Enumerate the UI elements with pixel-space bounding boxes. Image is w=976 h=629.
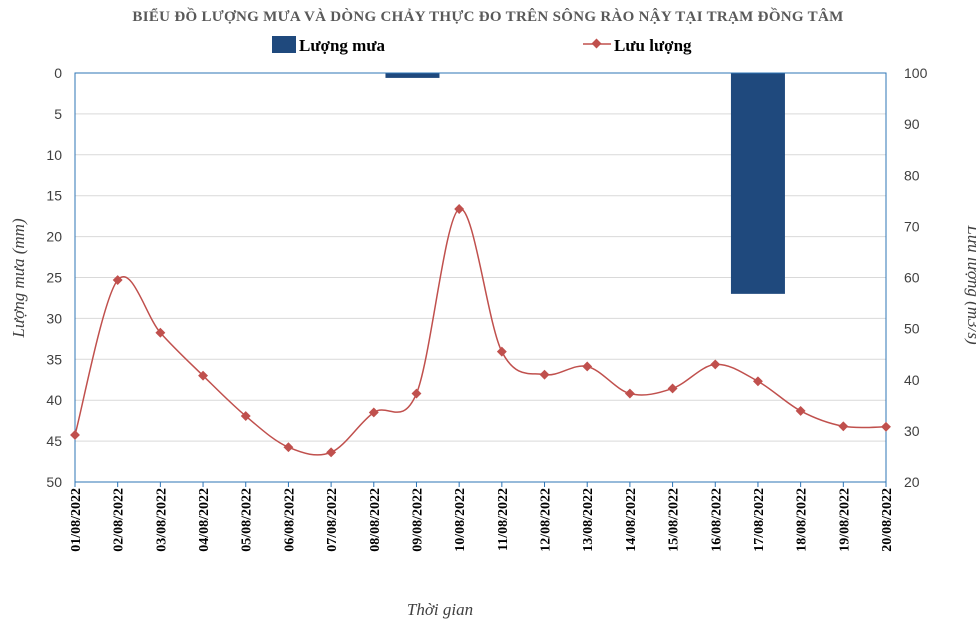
rain-bar: [730, 73, 785, 294]
x-tick-label: 20/08/2022: [880, 488, 895, 552]
x-tick-label: 12/08/2022: [539, 488, 554, 552]
right-tick-label: 40: [904, 372, 920, 388]
flow-point: [624, 388, 635, 399]
legend-rain-swatch: [272, 36, 296, 53]
x-tick-label: 13/08/2022: [581, 488, 596, 552]
right-axis-ticks: 20 30 40 50 60 70 80 90 100: [904, 65, 928, 490]
left-tick-label: 45: [46, 433, 62, 449]
flow-point: [454, 204, 465, 214]
x-axis-label: Thời gian: [407, 600, 473, 619]
plot-frame: [74, 72, 887, 483]
x-tick-label: 04/08/2022: [197, 488, 212, 552]
right-tick-label: 30: [904, 423, 920, 439]
left-tick-label: 5: [54, 106, 62, 122]
left-tick-label: 35: [46, 351, 62, 367]
left-tick-label: 15: [46, 188, 62, 204]
x-tick-label: 09/08/2022: [410, 488, 425, 552]
rain-bar: [385, 73, 440, 78]
x-tick-label: 16/08/2022: [709, 488, 724, 552]
flow-point: [667, 383, 678, 394]
flow-point: [368, 407, 379, 418]
left-axis-label: Lượng mưa (mm): [9, 218, 28, 339]
legend-rain-label: Lượng mưa: [299, 36, 386, 55]
left-axis-ticks: 0 5 10 15 20 25 30 35 40 45 50: [46, 65, 62, 490]
flow-point: [283, 442, 294, 453]
left-tick-label: 0: [54, 65, 62, 81]
x-tick-label: 15/08/2022: [667, 488, 682, 552]
flow-point: [155, 327, 166, 338]
x-tick-label: 07/08/2022: [325, 488, 340, 552]
flow-point: [881, 421, 891, 432]
flow-point: [240, 411, 251, 421]
flow-point: [496, 346, 507, 357]
right-tick-label: 60: [904, 270, 920, 286]
right-tick-label: 80: [904, 167, 920, 183]
flow-point: [838, 421, 849, 432]
flow-point: [710, 359, 721, 370]
left-tick-label: 20: [46, 229, 62, 245]
x-tick-label: 01/08/2022: [69, 488, 84, 552]
flow-point: [752, 376, 763, 387]
x-tick-label: 19/08/2022: [837, 488, 852, 552]
right-tick-label: 20: [904, 474, 920, 490]
x-tick-label: 02/08/2022: [112, 488, 127, 552]
x-tick-label: 14/08/2022: [624, 488, 639, 552]
flow-point: [411, 388, 422, 399]
left-tick-label: 30: [46, 310, 62, 326]
right-tick-label: 50: [904, 321, 920, 337]
left-tick-label: 40: [46, 392, 62, 408]
gridlines: [75, 113, 886, 442]
right-tick-label: 90: [904, 116, 920, 132]
x-tick-label: 03/08/2022: [154, 488, 169, 552]
x-tick-label: 10/08/2022: [453, 488, 468, 552]
flow-point: [326, 447, 337, 458]
flow-point: [582, 361, 593, 372]
flow-point: [198, 370, 209, 381]
legend-flow-label: Lưu lượng: [614, 36, 692, 55]
x-tick-label: 18/08/2022: [795, 488, 810, 552]
right-axis-label: Lưu lượng (m3/s): [964, 224, 976, 345]
left-tick-label: 10: [46, 147, 62, 163]
flow-point: [70, 430, 80, 440]
flow-point: [795, 405, 806, 416]
flow-point: [539, 369, 550, 380]
x-tick-label: 06/08/2022: [282, 488, 297, 552]
x-tick-label: 08/08/2022: [368, 488, 383, 552]
chart-title: BIỂU ĐỒ LƯỢNG MƯA VÀ DÒNG CHẢY THỰC ĐO T…: [132, 7, 843, 25]
x-tick-label: 17/08/2022: [752, 488, 767, 552]
right-tick-label: 70: [904, 218, 920, 234]
left-tick-label: 50: [46, 474, 62, 490]
rain-bars: [385, 73, 785, 294]
left-tick-label: 25: [46, 270, 62, 286]
right-tick-label: 100: [904, 65, 928, 81]
x-tick-label: 05/08/2022: [240, 488, 255, 552]
legend-flow-marker: [591, 38, 602, 49]
x-axis-ticks: 01/08/2022 02/08/2022 03/08/2022 04/08/2022…: [69, 482, 895, 552]
legend: Lượng mưa Lưu lượng: [272, 36, 692, 55]
x-tick-label: 11/08/2022: [496, 488, 511, 551]
